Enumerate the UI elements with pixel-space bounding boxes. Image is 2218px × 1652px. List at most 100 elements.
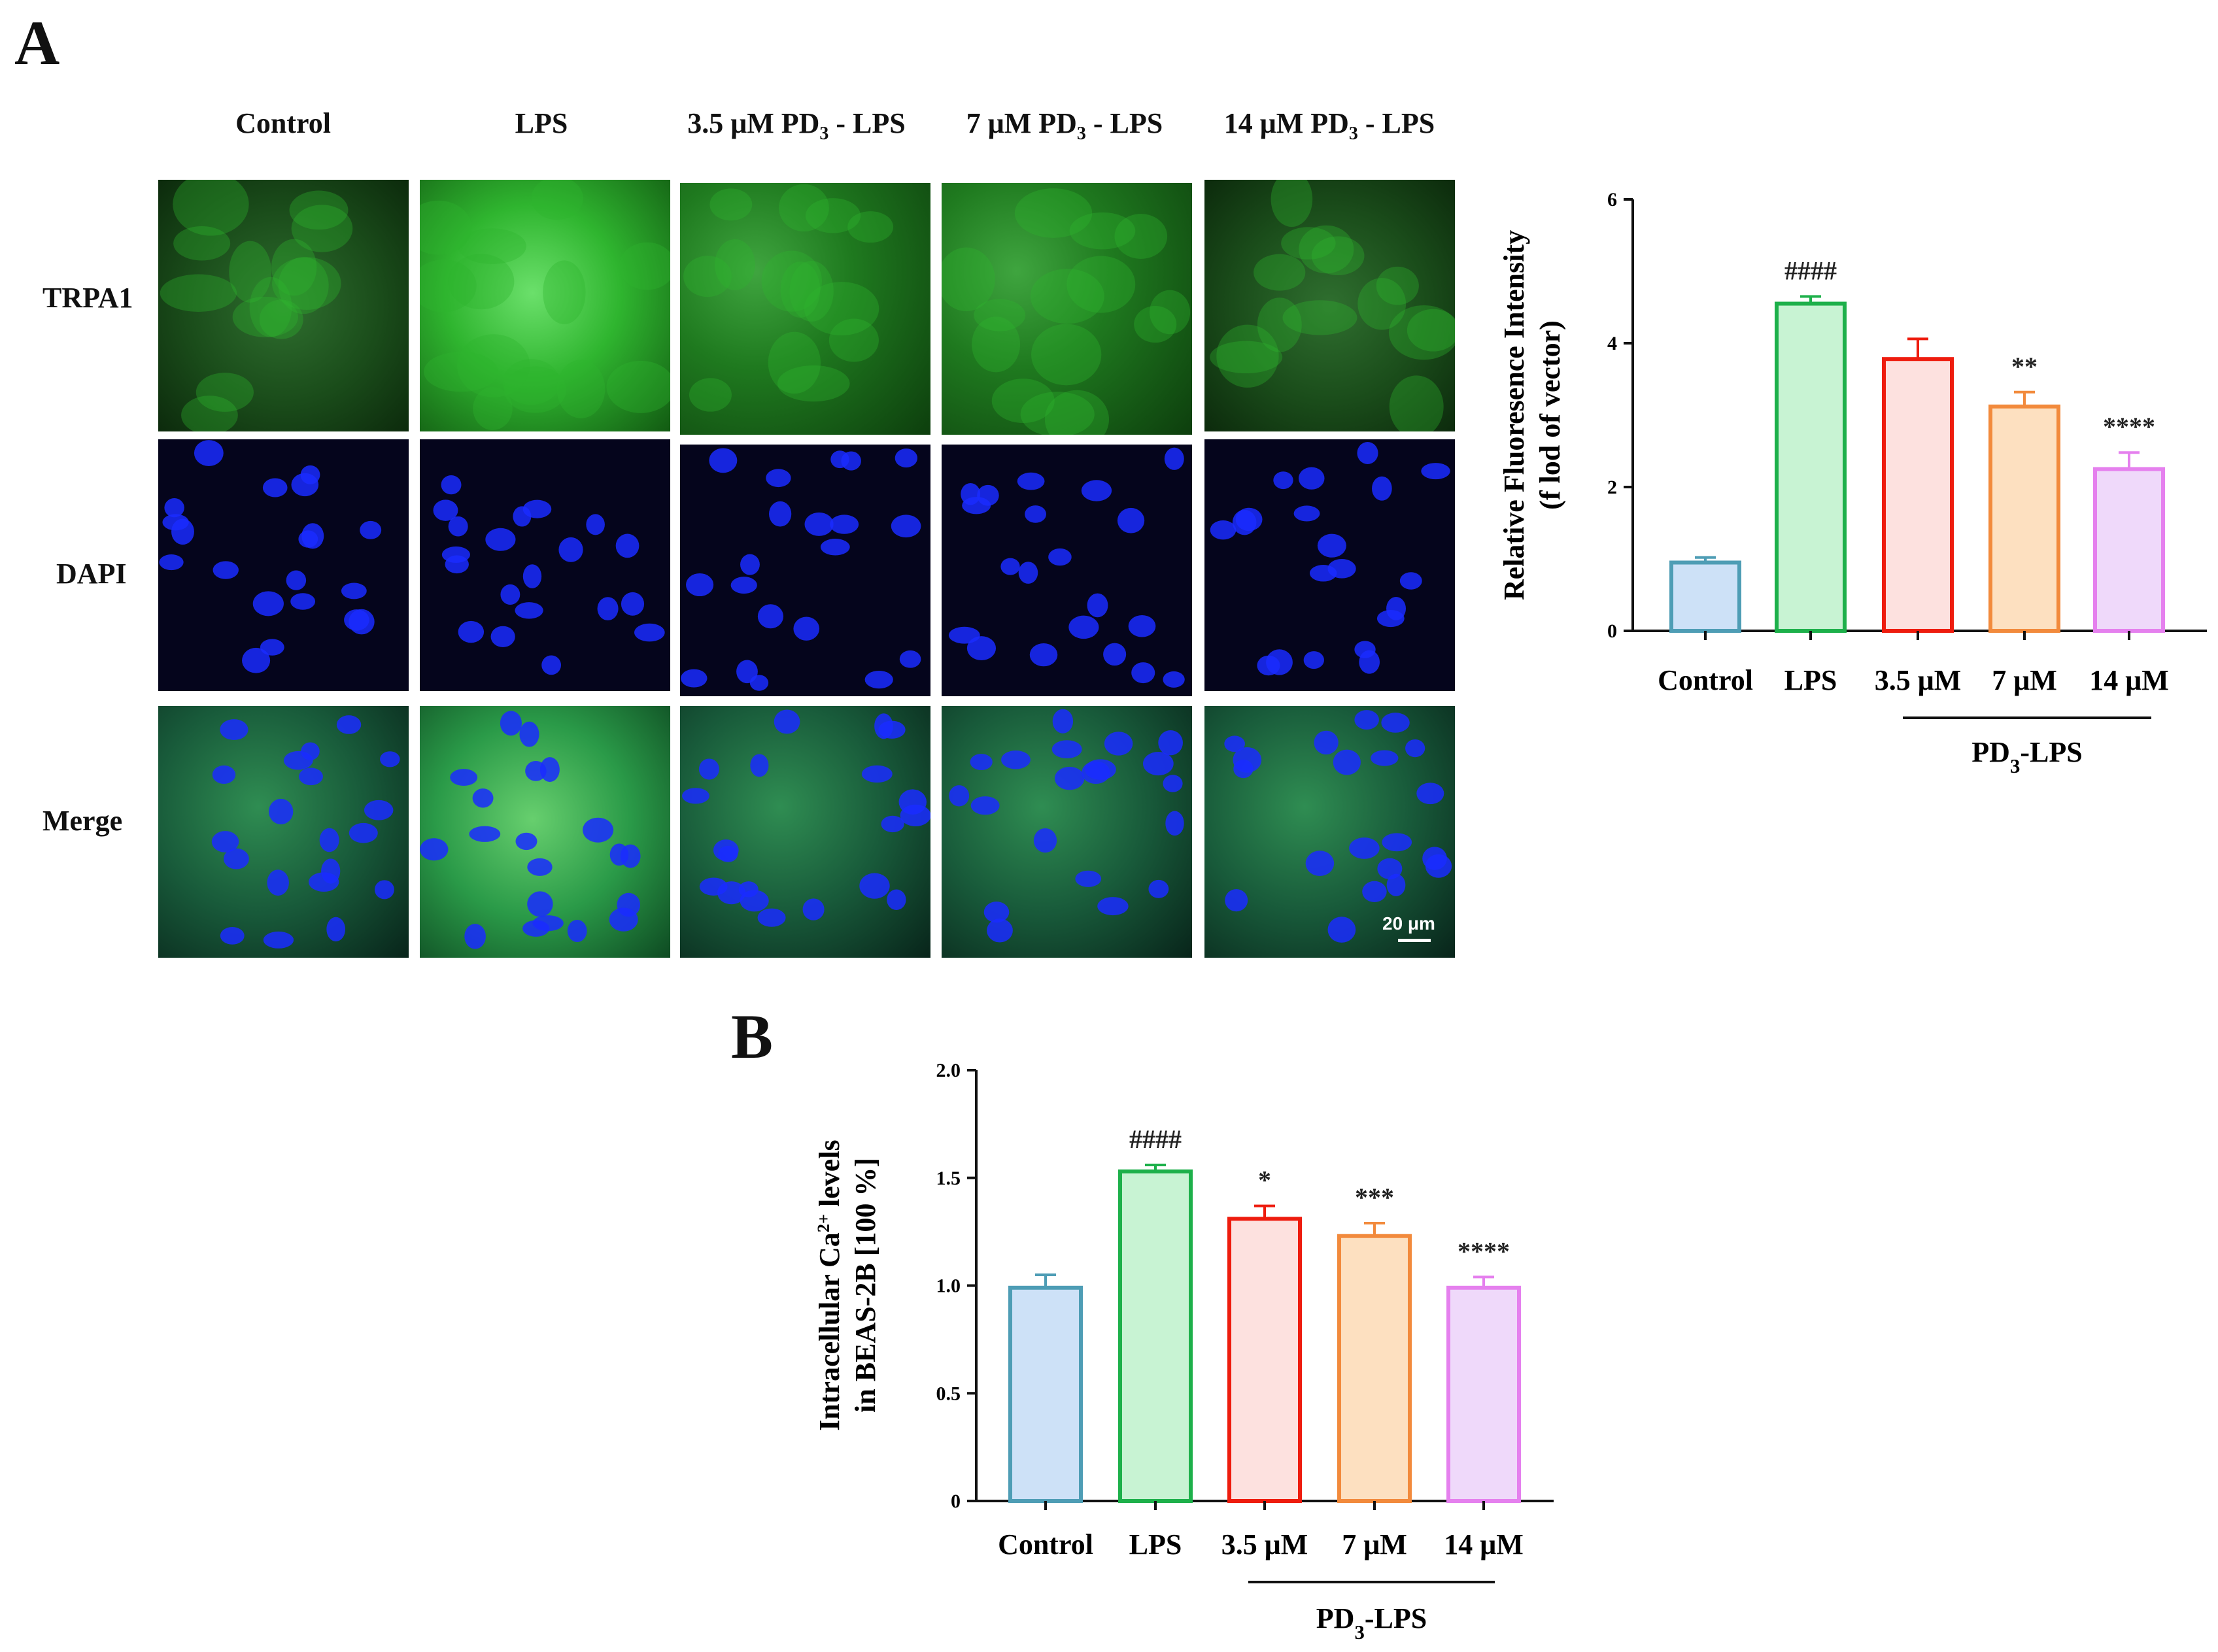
cell-nucleus — [1163, 775, 1183, 792]
cell-body — [1030, 269, 1104, 324]
cell-nucleus — [441, 475, 462, 495]
cell-nucleus — [291, 473, 319, 497]
cell-nucleus — [881, 815, 904, 833]
micrograph-trpa1-3-5um — [680, 183, 930, 435]
cell-body — [420, 260, 477, 312]
cell-nucleus — [458, 620, 485, 643]
column-label-text: 14 μM PD — [1223, 107, 1349, 139]
y-axis-label-superscript: 2+ — [813, 1214, 833, 1232]
cell-nucleus — [541, 655, 562, 675]
y-axis-label: Intracellular Ca2+ levels — [813, 1139, 845, 1430]
x-tick-label: LPS — [1129, 1528, 1182, 1560]
column-label-text: 3.5 μM PD — [687, 107, 820, 139]
cell-body — [789, 260, 834, 322]
column-label-7um: 7 μM PD3 - LPS — [966, 107, 1163, 144]
cell-nucleus — [1305, 851, 1335, 877]
cell-body — [1388, 305, 1455, 360]
cell-body — [229, 241, 272, 303]
x-tick-label: Control — [1658, 664, 1753, 696]
x-tick-label: 14 μM — [1444, 1528, 1523, 1560]
cell-body — [181, 396, 238, 431]
cell-body — [1407, 309, 1455, 352]
cell-nucleus — [469, 826, 501, 842]
cell-body — [780, 261, 821, 318]
micrograph-merge-14um — [1204, 706, 1455, 958]
cell-nucleus — [699, 877, 728, 896]
panel-b-letter: B — [731, 1002, 774, 1071]
cell-nucleus — [1033, 828, 1057, 853]
scale-bar — [1398, 939, 1431, 942]
cell-body — [1031, 324, 1102, 386]
cell-nucleus — [262, 478, 288, 497]
cell-body — [1134, 306, 1177, 343]
cell-nucleus — [374, 880, 394, 900]
cell-body — [804, 282, 879, 336]
cell-body — [689, 378, 732, 412]
cell-nucleus — [1164, 447, 1184, 470]
column-label-text: LPS — [515, 107, 568, 139]
cell-nucleus — [263, 931, 294, 949]
micrograph-dapi-lps — [420, 439, 670, 691]
cell-nucleus — [527, 891, 553, 917]
micrograph-merge-7um — [942, 706, 1192, 958]
cell-nucleus — [1018, 562, 1038, 584]
cell-nucleus — [336, 715, 362, 734]
cell-nucleus — [1359, 650, 1380, 674]
micrograph-trpa1-7um — [942, 183, 1192, 435]
cell-nucleus — [441, 546, 470, 563]
cell-body — [1044, 390, 1110, 435]
cell-nucleus — [1421, 463, 1450, 480]
bar — [1227, 1217, 1302, 1503]
cell-nucleus — [620, 844, 641, 868]
x-tick-label: 7 μM — [1342, 1528, 1407, 1560]
y-tick-label: 1.5 — [936, 1168, 961, 1189]
row-label-dapi: DAPI — [56, 558, 127, 590]
cell-texture — [1210, 442, 1450, 676]
cell-body — [173, 180, 249, 236]
y-tick-label: 1.0 — [936, 1275, 961, 1297]
cell-nucleus — [349, 609, 375, 635]
significance-label: **** — [2103, 412, 2155, 441]
cell-body — [709, 188, 753, 221]
cell-nucleus — [583, 817, 614, 843]
cell-nucleus — [194, 440, 224, 466]
cell-nucleus — [1000, 558, 1020, 575]
cell-body — [1376, 266, 1419, 305]
cell-nucleus — [1017, 472, 1045, 490]
cell-body — [606, 360, 670, 413]
cell-nucleus — [341, 582, 367, 599]
bar — [1446, 1285, 1521, 1504]
micrograph-dapi-14um — [1204, 439, 1455, 691]
cell-body — [619, 242, 670, 290]
cell-nucleus — [1068, 615, 1099, 639]
cell-nucleus — [681, 669, 708, 688]
cell-nucleus — [1362, 881, 1387, 902]
cell-nucleus — [268, 798, 294, 824]
x-tick-label: 3.5 μM — [1875, 664, 1961, 696]
cell-nucleus — [267, 869, 289, 896]
cell-nucleus — [522, 920, 550, 937]
cell-body — [828, 318, 879, 362]
bar — [1118, 1169, 1193, 1503]
cell-nucleus — [1158, 730, 1183, 756]
cell-nucleus — [1051, 740, 1082, 759]
cell-body — [805, 198, 861, 233]
cell-nucleus — [349, 822, 378, 843]
cell-nucleus — [1317, 533, 1346, 558]
y-axis-label-suffix: levels — [813, 1139, 845, 1214]
cell-nucleus — [987, 919, 1013, 943]
cell-nucleus — [515, 832, 537, 851]
cell-nucleus — [1165, 811, 1184, 836]
cell-body — [232, 296, 298, 337]
cell-nucleus — [286, 570, 307, 590]
cell-nucleus — [895, 448, 918, 468]
cell-texture — [160, 180, 353, 431]
bar — [1775, 301, 1847, 633]
cell-nucleus — [472, 788, 494, 808]
cell-nucleus — [260, 639, 284, 656]
cell-body — [1114, 214, 1168, 259]
cell-nucleus — [522, 564, 542, 588]
y-axis-label: Relative Fluoresence Intensity — [1498, 230, 1530, 600]
cell-nucleus — [490, 626, 515, 647]
